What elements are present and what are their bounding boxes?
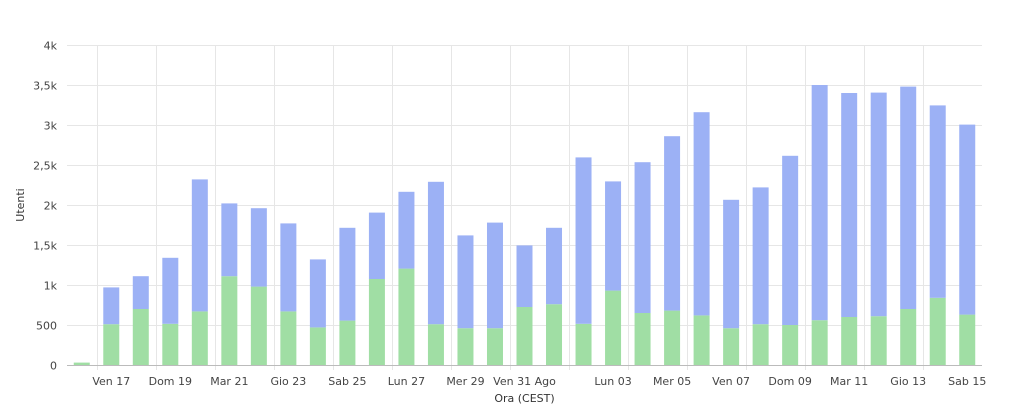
bar-segment-bottom bbox=[457, 328, 474, 365]
bar-segment-top bbox=[398, 191, 415, 269]
bar-segment-bottom bbox=[664, 310, 681, 365]
bar-segment-bottom bbox=[368, 279, 385, 365]
bar-segment-bottom bbox=[811, 320, 828, 365]
bar-segment-top bbox=[900, 86, 917, 309]
x-tick-label: Lun 27 bbox=[388, 375, 425, 388]
bar-segment-top bbox=[929, 105, 946, 298]
bar-segment-bottom bbox=[250, 286, 267, 365]
y-tick-label: 3,5k bbox=[33, 80, 57, 93]
x-tick-label: Sab 25 bbox=[328, 375, 366, 388]
x-tick-label: Gio 23 bbox=[270, 375, 306, 388]
x-tick-label: Mar 11 bbox=[830, 375, 868, 388]
bar-segment-bottom bbox=[752, 324, 769, 365]
x-tick-label: Sab 15 bbox=[948, 375, 986, 388]
x-tick-label: Lun 03 bbox=[594, 375, 631, 388]
bar-segment-top bbox=[486, 222, 503, 329]
y-tick-label: 500 bbox=[36, 320, 57, 333]
bar-segment-bottom bbox=[73, 362, 90, 365]
y-tick-label: 4k bbox=[44, 40, 58, 53]
x-axis-title: Ora (CEST) bbox=[494, 392, 554, 405]
y-tick-label: 1k bbox=[44, 280, 58, 293]
bar-segment-bottom bbox=[546, 304, 563, 365]
x-tick-label: Dom 19 bbox=[149, 375, 192, 388]
bar-segment-top bbox=[575, 157, 592, 324]
bar-segment-top bbox=[841, 93, 858, 317]
y-tick-label: 2k bbox=[44, 200, 58, 213]
bar-segment-bottom bbox=[339, 320, 356, 365]
bar-segment-bottom bbox=[929, 297, 946, 365]
bar-segment-top bbox=[782, 155, 799, 325]
bar-segment-top bbox=[870, 92, 887, 317]
x-tick-label: Ven 31 Ago bbox=[493, 375, 556, 388]
x-tick-label: Mer 05 bbox=[653, 375, 691, 388]
bar-segment-bottom bbox=[516, 307, 533, 365]
x-axis-ticks: Ven 17 Dom 19 Mar 21 Gio 23 Sab 25 Lun 27 Mer … bbox=[92, 375, 986, 388]
bar-segment-top bbox=[427, 181, 444, 325]
x-tick-label: Ven 07 bbox=[712, 375, 750, 388]
bar-segment-bottom bbox=[870, 316, 887, 365]
bar-segment-top bbox=[605, 181, 622, 291]
bar-segment-bottom bbox=[132, 309, 149, 365]
bar-segment-top bbox=[752, 187, 769, 325]
bar-segment-bottom bbox=[605, 290, 622, 365]
bar-segment-top bbox=[221, 203, 238, 277]
bar-segment-top bbox=[723, 199, 740, 329]
bar-segment-top bbox=[811, 85, 828, 321]
grid-lines bbox=[67, 45, 982, 370]
x-tick-label: Gio 13 bbox=[890, 375, 926, 388]
bar-segment-bottom bbox=[162, 323, 179, 365]
bar-segment-top bbox=[280, 223, 297, 312]
bar-segment-bottom bbox=[693, 315, 710, 365]
y-axis-title: Utenti bbox=[14, 188, 27, 221]
bar-segment-bottom bbox=[309, 327, 326, 365]
bar-segment-bottom bbox=[486, 328, 503, 365]
bar-segment-bottom bbox=[841, 317, 858, 365]
y-tick-label: 1,5k bbox=[33, 240, 57, 253]
x-tick-label: Mer 29 bbox=[446, 375, 484, 388]
bar-segment-top bbox=[546, 227, 563, 305]
bar-segment-bottom bbox=[900, 309, 917, 365]
bar-segment-bottom bbox=[782, 325, 799, 365]
bar-segment-top bbox=[103, 287, 120, 325]
bar-segment-bottom bbox=[398, 268, 415, 365]
bar-segment-bottom bbox=[280, 311, 297, 365]
bar-segment-bottom bbox=[959, 314, 976, 365]
bar-segment-top bbox=[457, 235, 474, 329]
bar-segment-bottom bbox=[634, 313, 651, 365]
bar-segment-bottom bbox=[103, 324, 120, 365]
bar-segment-bottom bbox=[191, 311, 208, 365]
bar-segment-top bbox=[132, 276, 149, 309]
bar-segment-top bbox=[309, 259, 326, 328]
bar-segment-bottom bbox=[427, 324, 444, 365]
y-tick-label: 2,5k bbox=[33, 160, 57, 173]
bar-segment-top bbox=[162, 257, 179, 324]
bar-segment-top bbox=[959, 124, 976, 315]
bar-segment-top bbox=[664, 136, 681, 311]
y-axis-ticks: 0 500 1k 1,5k 2k 2,5k 3k 3,5k 4k bbox=[33, 40, 57, 373]
y-tick-label: 3k bbox=[44, 120, 58, 133]
x-tick-label: Dom 09 bbox=[768, 375, 811, 388]
bar-segment-top bbox=[516, 245, 533, 307]
x-tick-label: Ven 17 bbox=[92, 375, 130, 388]
y-tick-label: 0 bbox=[50, 360, 57, 373]
bar-segment-top bbox=[634, 162, 651, 313]
bar-segment-bottom bbox=[575, 323, 592, 365]
bars bbox=[73, 85, 976, 365]
bar-segment-top bbox=[339, 227, 356, 321]
bar-segment-top bbox=[368, 212, 385, 279]
x-tick-label: Mar 21 bbox=[210, 375, 248, 388]
bar-segment-bottom bbox=[723, 328, 740, 365]
bar-segment-top bbox=[693, 112, 710, 316]
bar-segment-bottom bbox=[221, 276, 238, 365]
bar-segment-top bbox=[191, 179, 208, 312]
bar-segment-top bbox=[250, 208, 267, 287]
